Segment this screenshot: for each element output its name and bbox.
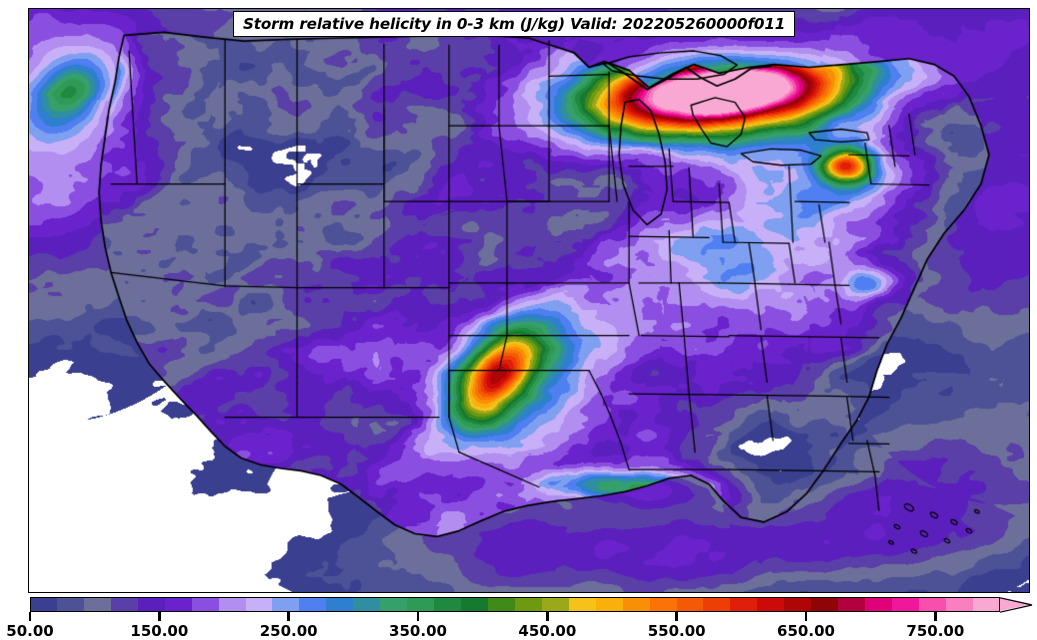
colorbar-segment bbox=[110, 597, 138, 612]
colorbar-tick-label: 350.00 bbox=[389, 622, 447, 640]
colorbar-segment bbox=[164, 597, 192, 612]
colorbar-segment bbox=[784, 597, 812, 612]
colorbar-tick-label: 650.00 bbox=[777, 622, 835, 640]
colorbar-segment bbox=[595, 597, 623, 612]
colorbar-segment bbox=[218, 597, 246, 612]
colorbar-segment bbox=[703, 597, 731, 612]
colorbar-tick bbox=[934, 612, 937, 621]
colorbar-segment bbox=[461, 597, 488, 612]
colorbar-segment bbox=[972, 597, 1000, 612]
colorbar-tick-label: 550.00 bbox=[647, 622, 706, 640]
colorbar-tick bbox=[675, 612, 678, 621]
colorbar-segment bbox=[83, 597, 111, 612]
colorbar-tick bbox=[546, 612, 549, 621]
colorbar-segment bbox=[407, 597, 435, 612]
colorbar-tick-label: 150.00 bbox=[130, 622, 189, 640]
colorbar-tick-label: 750.00 bbox=[906, 622, 965, 640]
colorbar-segment bbox=[434, 597, 461, 612]
colorbar-tick bbox=[416, 612, 420, 621]
colorbar-tick bbox=[158, 612, 161, 621]
colorbar-tick bbox=[28, 612, 32, 621]
colorbar-segment bbox=[137, 597, 165, 612]
map-title-box: Storm relative helicity in 0-3 km (J/kg)… bbox=[233, 11, 796, 37]
colorbar-segment bbox=[945, 597, 973, 612]
colorbar-segment bbox=[622, 597, 650, 612]
colorbar-segment bbox=[353, 597, 381, 612]
colorbar: 50.00 150.00 250.00 350.00 450.00 550.00 650.0… bbox=[0, 595, 1037, 640]
colorbar-segment bbox=[272, 597, 300, 612]
colorbar-segment bbox=[568, 597, 596, 612]
helicity-field-canvas bbox=[29, 9, 1029, 592]
map-title-text: Storm relative helicity in 0-3 km (J/kg)… bbox=[243, 15, 786, 33]
colorbar-segment bbox=[838, 597, 866, 612]
colorbar-segment bbox=[299, 597, 327, 612]
colorbar-segment bbox=[892, 597, 919, 612]
colorbar-segment bbox=[676, 597, 704, 612]
colorbar-segment bbox=[56, 597, 84, 612]
colorbar-gradient bbox=[30, 597, 1000, 612]
colorbar-segment bbox=[245, 597, 273, 612]
colorbar-extend-arrow bbox=[1000, 597, 1032, 611]
colorbar-segment bbox=[514, 597, 542, 612]
colorbar-segment bbox=[649, 597, 677, 612]
colorbar-segment bbox=[918, 597, 946, 612]
colorbar-segment bbox=[30, 597, 57, 612]
colorbar-segment bbox=[487, 597, 515, 612]
colorbar-segment bbox=[730, 597, 758, 612]
colorbar-tick-label: 50.00 bbox=[6, 622, 54, 640]
colorbar-segment bbox=[191, 597, 219, 612]
colorbar-segment bbox=[380, 597, 408, 612]
colorbar-tick bbox=[287, 612, 290, 621]
colorbar-segment bbox=[541, 597, 569, 612]
map-panel bbox=[28, 8, 1030, 593]
colorbar-segment bbox=[757, 597, 785, 612]
colorbar-tick-label: 250.00 bbox=[259, 622, 318, 640]
colorbar-segment bbox=[326, 597, 354, 612]
colorbar-segment bbox=[865, 597, 892, 612]
colorbar-tick bbox=[804, 612, 808, 621]
colorbar-tick-label: 450.00 bbox=[518, 622, 577, 640]
colorbar-segment bbox=[811, 597, 839, 612]
